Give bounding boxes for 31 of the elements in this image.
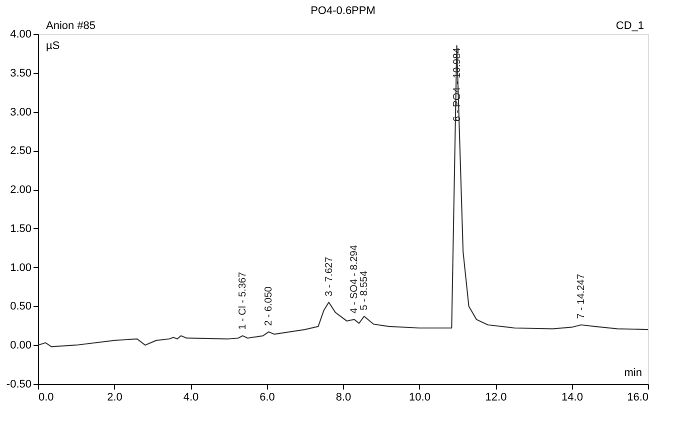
annotation: 6 - PO4 - 10.984 xyxy=(452,47,463,122)
y-tick-label: 0.00 xyxy=(10,340,32,352)
x-tick-label: 0.0 xyxy=(38,392,54,404)
y-axis-title: µS xyxy=(46,40,60,52)
x-axis-title: min xyxy=(624,367,642,379)
y-tick-label: 3.50 xyxy=(10,67,32,80)
y-tick-label: 2.00 xyxy=(10,184,32,196)
x-tick-label: 12.0 xyxy=(485,392,507,404)
annotation: 3 - 7.627 xyxy=(324,256,335,296)
y-tick-label: 3.00 xyxy=(10,106,32,118)
annotation: 1 - Cl - 5.367 xyxy=(238,272,249,330)
x-tick-label: 10.0 xyxy=(409,392,430,404)
x-tick-label: 14.0 xyxy=(562,392,583,404)
y-tick-label: 2.50 xyxy=(10,145,32,158)
y-tick-label: 1.00 xyxy=(10,262,32,274)
text: Anion #85 xyxy=(46,20,96,32)
chart-title: PO4-0.6PPM xyxy=(310,5,376,17)
y-tick-label: 1.50 xyxy=(10,222,32,235)
x-tick-label: 2.0 xyxy=(107,392,122,404)
y-tick-label: 4.00 xyxy=(10,28,32,40)
annotation: 5 - 8.554 xyxy=(359,270,370,310)
x-tick-label: 4.0 xyxy=(183,392,199,404)
x-tick-label: 6.0 xyxy=(260,392,275,404)
x-tick-label: 16.0 xyxy=(627,392,648,404)
annotation: 7 - 14.247 xyxy=(576,273,588,319)
y-tick-label: -0.50 xyxy=(6,378,32,390)
annotation: 2 - 6.050 xyxy=(264,286,275,326)
y-tick-label: 0.50 xyxy=(10,300,32,313)
text: CD_1 xyxy=(616,20,644,32)
x-tick-label: 8.0 xyxy=(336,392,352,404)
annotation: 4 - SO4 - 8.294 xyxy=(349,244,360,314)
